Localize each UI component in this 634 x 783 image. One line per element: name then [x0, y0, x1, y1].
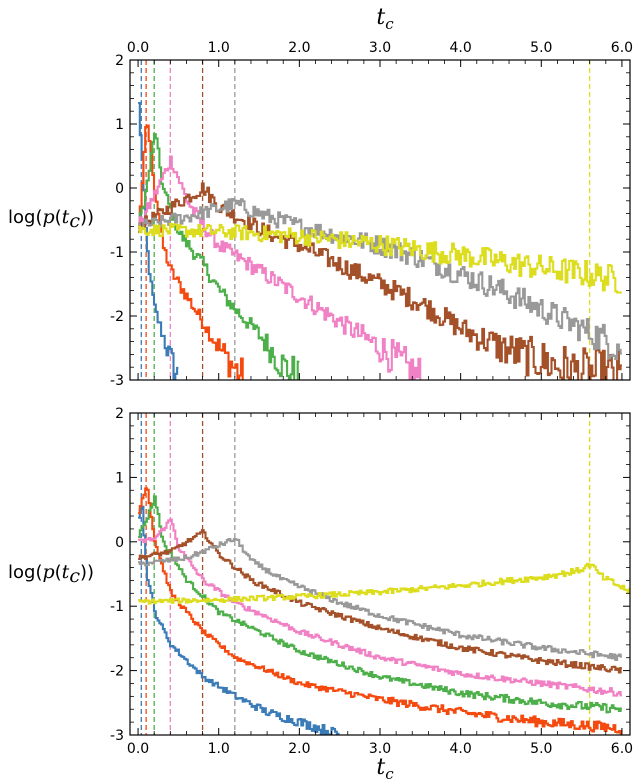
top-panel: 0.0 1.0 2.0 3.0 4.0 5.0 6.0 -3 -2 -1 0 1 2 — [110, 40, 633, 389]
series-line-blue — [138, 505, 340, 735]
series-line-green — [138, 133, 300, 380]
y-tick-label: 1 — [115, 470, 124, 486]
x-tick-label: 2.0 — [288, 40, 310, 56]
y-tick-label: 0 — [115, 181, 124, 197]
bottom-panel: 0.0 1.0 2.0 3.0 4.0 5.0 6.0 -3 -2 -1 0 1 2 — [110, 406, 633, 757]
series-line-pink — [138, 155, 422, 380]
x-tick-label: 0.0 — [127, 741, 149, 757]
bottom-y-axis-title: log(p(tc)) — [8, 561, 94, 587]
series-line-brown — [138, 182, 622, 380]
series-line-red — [138, 124, 244, 380]
bottom-x-axis-title: tc — [376, 755, 394, 783]
x-tick-label: 1.0 — [208, 741, 230, 757]
series-line-green — [138, 495, 622, 714]
series-line-yellow — [138, 562, 630, 605]
y-tick-label: 2 — [115, 406, 124, 422]
y-tick-label: -1 — [110, 245, 124, 261]
x-tick-label: 3.0 — [369, 40, 391, 56]
x-tick-label: 5.0 — [530, 40, 552, 56]
x-tick-label: 5.0 — [530, 741, 552, 757]
series-line-pink — [138, 518, 622, 697]
x-tick-label: 6.0 — [611, 741, 633, 757]
x-tick-label: 4.0 — [450, 40, 472, 56]
series-line-gray — [138, 537, 622, 661]
x-tick-label: 3.0 — [369, 741, 391, 757]
top-y-axis-title: log(p(tc)) — [8, 206, 94, 232]
y-tick-label: -1 — [110, 599, 124, 615]
top-x-axis-title: tc — [376, 5, 394, 33]
series-line-gray — [138, 197, 622, 361]
series-line-red — [138, 487, 622, 735]
series-line-yellow — [138, 223, 622, 294]
y-tick-label: -2 — [110, 664, 124, 680]
y-tick-label: -3 — [110, 373, 124, 389]
series-line-brown — [138, 529, 622, 674]
x-tick-label: 6.0 — [611, 40, 633, 56]
x-tick-label: 1.0 — [208, 40, 230, 56]
y-tick-label: -2 — [110, 309, 124, 325]
x-tick-label: 4.0 — [450, 741, 472, 757]
y-tick-label: 1 — [115, 117, 124, 133]
y-tick-label: -3 — [110, 728, 124, 744]
y-tick-label: 2 — [115, 53, 124, 69]
y-tick-label: 0 — [115, 535, 124, 551]
x-tick-label: 2.0 — [288, 741, 310, 757]
x-tick-label: 0.0 — [127, 40, 149, 56]
